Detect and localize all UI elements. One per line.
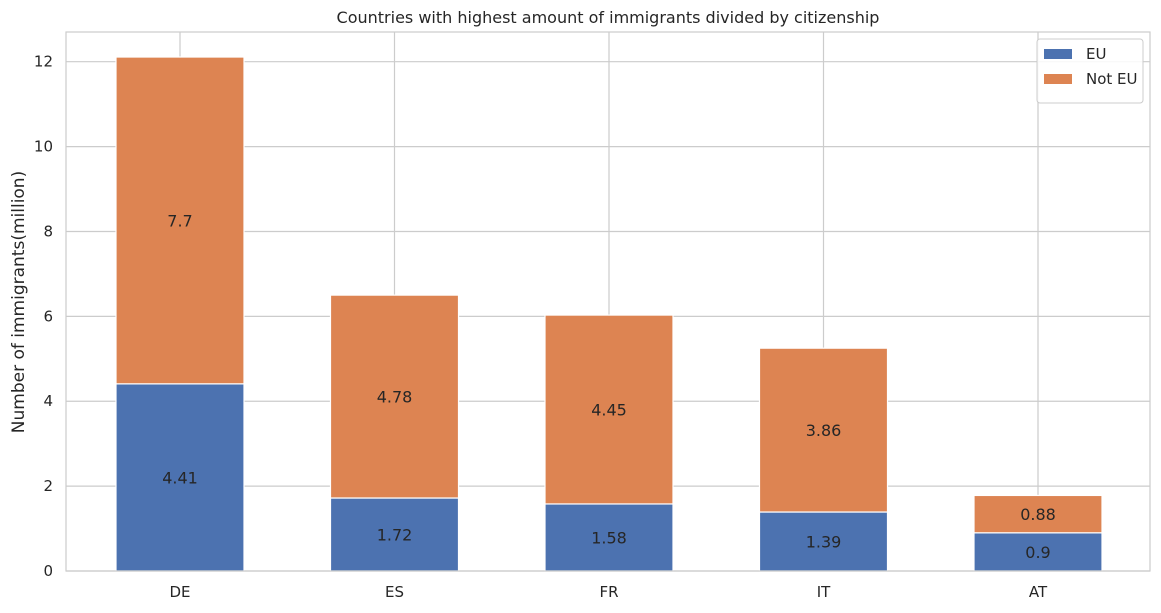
grid-lines <box>66 32 1150 572</box>
bar-not-eu <box>544 314 674 505</box>
bar-value-label: 4.41 <box>162 468 198 487</box>
bar-value-label: 4.78 <box>377 388 413 407</box>
y-tick-label: 8 <box>43 222 53 240</box>
x-tick-label: ES <box>385 583 404 601</box>
legend: EU Not EU <box>1036 38 1144 104</box>
y-tick-label: 0 <box>43 562 53 580</box>
bar-value-label: 1.58 <box>591 528 627 547</box>
legend-label: Not EU <box>1086 70 1138 88</box>
y-tick-label: 10 <box>34 138 53 156</box>
bar-not-eu <box>758 347 889 513</box>
bar-value-label: 1.39 <box>806 533 842 552</box>
x-tick-label: FR <box>599 583 618 601</box>
bar-value-label: 0.88 <box>1020 505 1056 524</box>
bar-not-eu <box>973 494 1103 534</box>
legend-swatch <box>1044 74 1072 84</box>
y-axis-title: Number of immigrants(million) <box>9 171 29 433</box>
bar-value-label: 3.86 <box>806 421 842 440</box>
plot-frame <box>65 31 1151 572</box>
x-tick-label: AT <box>1029 583 1048 601</box>
bar-value-label: 1.72 <box>377 526 413 545</box>
y-tick-label: 12 <box>34 53 53 71</box>
bar-value-label: 7.7 <box>167 211 192 230</box>
y-tick-label: 4 <box>43 392 53 410</box>
legend-label: EU <box>1086 45 1106 63</box>
y-tick-label: 6 <box>43 307 53 325</box>
x-tick-label: DE <box>169 583 190 601</box>
y-tick-label: 2 <box>43 477 53 495</box>
bar-value-label: 0.9 <box>1025 543 1050 562</box>
bar-not-eu <box>329 294 460 499</box>
bar-not-eu <box>115 56 245 385</box>
legend-swatch <box>1044 49 1072 59</box>
bar-labels: 4.41 1.72 1.58 1.39 0.9 7.7 4.78 4.45 3.86 0.88 <box>162 211 1056 561</box>
x-tick-label: IT <box>817 583 831 601</box>
bars <box>115 56 1103 572</box>
chart-title: Countries with highest amount of immigra… <box>337 8 880 27</box>
tick-labels: 0 2 4 6 8 10 12 DE ES FR IT AT <box>34 53 1048 601</box>
bar-value-label: 4.45 <box>591 401 627 420</box>
bar-eu <box>115 383 245 572</box>
